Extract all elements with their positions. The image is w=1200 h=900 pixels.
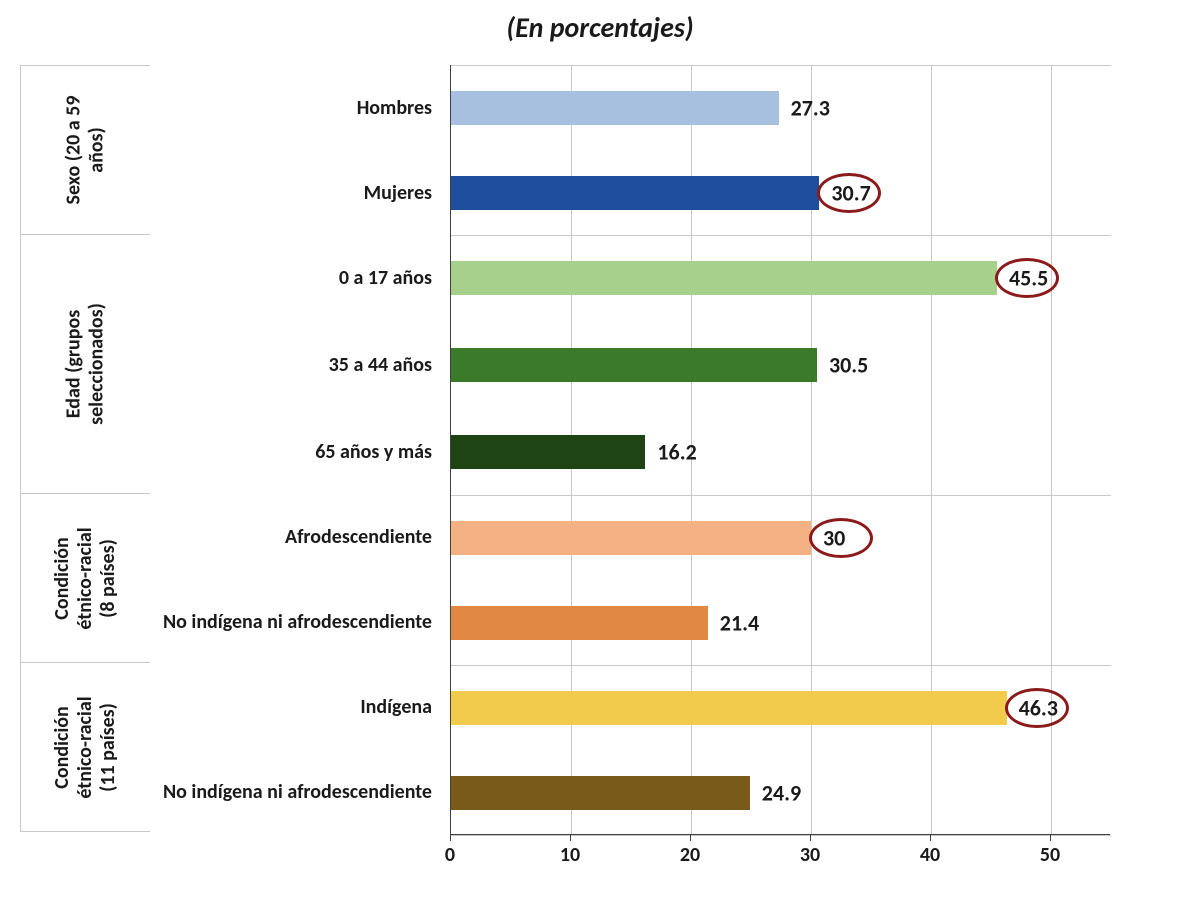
category-labels: Hombres Mujeres 0 a 17 años 35 a 44 años 65 … xyxy=(150,65,450,835)
bar xyxy=(451,606,708,640)
highlight-ellipse xyxy=(995,258,1059,298)
group-label: Condición étnico-racial (8 países) xyxy=(51,514,120,643)
group-axis: Sexo (20 a 59 años) Edad (grupos seleccio… xyxy=(20,65,150,835)
group-label: Sexo (20 a 59 años) xyxy=(63,86,109,215)
chart-container: (En porcentajes) Sexo (20 a 59 años) Edad… xyxy=(0,0,1200,900)
x-axis: 01020304050 xyxy=(450,835,1110,875)
group-separator xyxy=(451,665,1111,666)
bar xyxy=(451,776,750,810)
axis-tick xyxy=(690,835,691,841)
group-label: Condición étnico-racial (11 países) xyxy=(51,683,120,812)
category-label: No indígena ni afrodescendiente xyxy=(150,610,450,634)
axis-tick xyxy=(1050,835,1051,841)
highlight-ellipse xyxy=(809,518,873,558)
value-label: 21.4 xyxy=(720,609,759,636)
category-label: 0 a 17 años xyxy=(150,266,450,290)
bar xyxy=(451,91,779,125)
category-label: No indígena ni afrodescendiente xyxy=(150,780,450,804)
axis-tick-label: 30 xyxy=(800,843,820,867)
value-label: 24.9 xyxy=(762,779,801,806)
bar xyxy=(451,176,819,210)
value-label: 16.2 xyxy=(657,438,696,465)
bar xyxy=(451,348,817,382)
bar xyxy=(451,691,1007,725)
group-block: Condición étnico-racial (11 países) xyxy=(20,662,150,832)
category-row: 65 años y más xyxy=(150,408,450,495)
group-block: Sexo (20 a 59 años) xyxy=(20,65,150,235)
category-row: Hombres xyxy=(150,65,450,150)
axis-tick xyxy=(930,835,931,841)
group-block: Edad (grupos seleccionados) xyxy=(20,234,150,494)
category-label: Indígena xyxy=(150,695,450,719)
bar xyxy=(451,261,997,295)
category-label: 35 a 44 años xyxy=(150,353,450,377)
axis-tick-label: 50 xyxy=(1040,843,1060,867)
chart-title: (En porcentajes) xyxy=(20,0,1180,65)
bars-column: 27.330.745.530.516.23021.446.324.9 xyxy=(450,65,1180,835)
category-row: 0 a 17 años xyxy=(150,235,450,322)
highlight-ellipse xyxy=(1005,688,1069,728)
category-row: Afrodescendiente xyxy=(150,495,450,580)
group-label: Edad (grupos seleccionados) xyxy=(63,300,109,429)
axis-tick-label: 40 xyxy=(920,843,940,867)
category-label: Hombres xyxy=(150,96,450,120)
value-label: 30.5 xyxy=(829,352,868,379)
group-separator xyxy=(451,495,1111,496)
group-separator xyxy=(451,65,1111,66)
axis-tick-label: 10 xyxy=(560,843,580,867)
category-label: Afrodescendiente xyxy=(150,525,450,549)
plot-area: Sexo (20 a 59 años) Edad (grupos seleccio… xyxy=(20,65,1180,835)
bar xyxy=(451,521,811,555)
axis-tick-label: 0 xyxy=(445,843,455,867)
group-separator xyxy=(451,235,1111,236)
category-label: 65 años y más xyxy=(150,440,450,464)
axis-tick-label: 20 xyxy=(680,843,700,867)
group-block: Condición étnico-racial (8 países) xyxy=(20,493,150,663)
category-row: Indígena xyxy=(150,665,450,750)
axis-tick xyxy=(570,835,571,841)
value-label: 27.3 xyxy=(791,94,830,121)
category-label: Mujeres xyxy=(150,181,450,205)
bars-plot: 27.330.745.530.516.23021.446.324.9 xyxy=(450,65,1110,835)
category-row: No indígena ni afrodescendiente xyxy=(150,580,450,665)
axis-tick xyxy=(810,835,811,841)
category-row: No indígena ni afrodescendiente xyxy=(150,750,450,835)
highlight-ellipse xyxy=(817,173,881,213)
axis-tick xyxy=(450,835,451,841)
category-row: 35 a 44 años xyxy=(150,322,450,409)
category-row: Mujeres xyxy=(150,150,450,235)
bar xyxy=(451,435,645,469)
